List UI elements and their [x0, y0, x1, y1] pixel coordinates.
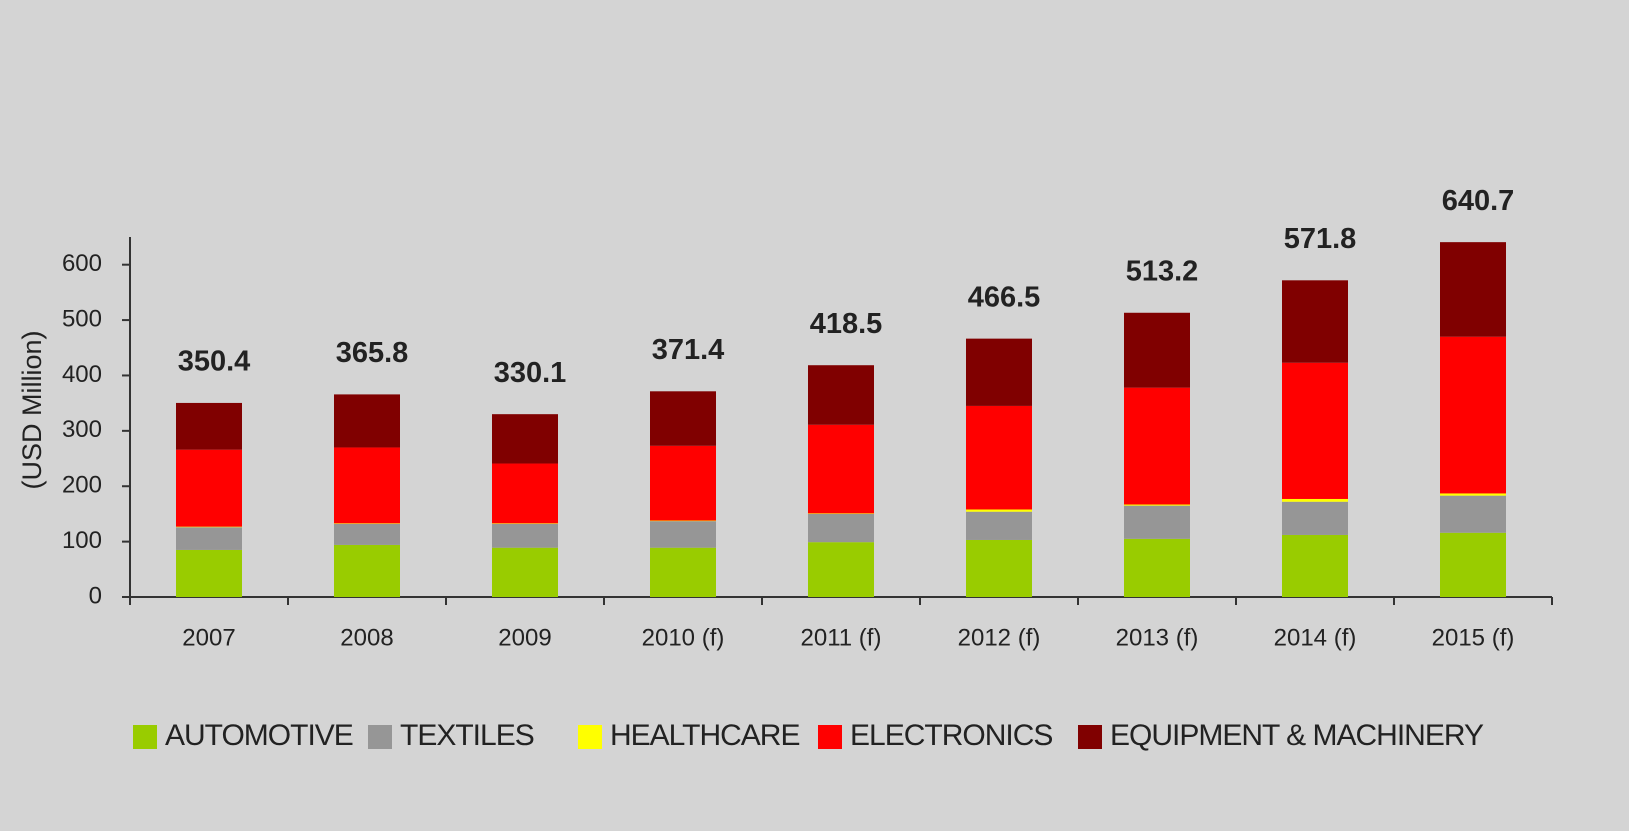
total-label: 466.5 — [968, 281, 1041, 313]
total-label: 418.5 — [810, 308, 883, 340]
bar-segment — [176, 449, 242, 527]
bar-segment — [492, 547, 558, 597]
bar-segment — [808, 513, 874, 543]
legend-swatch — [818, 725, 842, 749]
bar-segment — [1282, 534, 1348, 597]
x-tick-label: 2009 — [498, 624, 551, 651]
y-tick-label: 300 — [62, 416, 102, 443]
total-label: 350.4 — [178, 346, 251, 378]
legend-label: HEALTHCARE — [610, 719, 799, 752]
bar-segment — [334, 544, 400, 597]
x-tick-label: 2008 — [340, 624, 393, 651]
bar-segment — [966, 539, 1032, 597]
bar-segment — [650, 521, 716, 548]
bar-segment — [176, 527, 242, 550]
legend-swatch — [368, 725, 392, 749]
bar-segment — [334, 447, 400, 524]
total-label: 330.1 — [494, 357, 567, 389]
bar-segment — [966, 511, 1032, 540]
bar-segment — [650, 391, 716, 446]
bar-segment — [1282, 280, 1348, 363]
bar-segment — [1282, 362, 1348, 499]
bar-segment — [650, 520, 716, 522]
legend-swatch — [1078, 725, 1102, 749]
total-label: 365.8 — [336, 337, 409, 369]
bar-segment — [650, 547, 716, 597]
x-tick-label: 2010 (f) — [642, 624, 725, 651]
y-tick-label: 0 — [89, 582, 102, 609]
y-tick-label: 200 — [62, 472, 102, 499]
legend-label: AUTOMOTIVE — [165, 719, 353, 752]
bar-segment — [1440, 495, 1506, 533]
y-tick-label: 600 — [62, 250, 102, 277]
legend-swatch — [133, 725, 157, 749]
total-label: 371.4 — [652, 334, 725, 366]
total-label: 571.8 — [1284, 223, 1357, 255]
bar-segment — [176, 402, 242, 450]
bar-segment — [492, 414, 558, 464]
bar-segment — [966, 338, 1032, 406]
legend-label: ELECTRONICS — [850, 719, 1052, 752]
bar-segment — [1440, 532, 1506, 597]
bar-segment — [334, 394, 400, 448]
bar-segment — [808, 513, 874, 514]
x-tick-label: 2012 (f) — [958, 624, 1041, 651]
legend-label: TEXTILES — [400, 719, 534, 752]
x-tick-label: 2007 — [182, 624, 235, 651]
bar-segment — [808, 365, 874, 425]
bar-segment — [492, 463, 558, 524]
bar-segment — [1124, 504, 1190, 506]
bar-segment — [1282, 501, 1348, 535]
x-tick-label: 2015 (f) — [1432, 624, 1515, 651]
legend-swatch — [578, 725, 602, 749]
bar-segment — [1440, 493, 1506, 496]
x-tick-label: 2011 (f) — [801, 624, 882, 651]
bar-segment — [1124, 312, 1190, 388]
bar-segment — [1124, 538, 1190, 597]
y-tick-label: 400 — [62, 361, 102, 388]
total-label: 640.7 — [1442, 185, 1515, 217]
bar-segment — [492, 523, 558, 548]
bar-segment — [492, 523, 558, 524]
bar-segment — [808, 542, 874, 597]
bar-segment — [334, 523, 400, 545]
bar-segment — [1124, 387, 1190, 505]
y-tick-label: 100 — [62, 527, 102, 554]
x-tick-label: 2014 (f) — [1274, 624, 1357, 651]
bar-segment — [176, 526, 242, 528]
y-tick-label: 500 — [62, 305, 102, 332]
bar-segment — [176, 549, 242, 597]
bar-segment — [650, 445, 716, 521]
y-axis-label: (USD Million) — [17, 330, 47, 489]
legend-label: EQUIPMENT & MACHINERY — [1110, 719, 1484, 752]
bar-segment — [1282, 498, 1348, 502]
x-tick-label: 2013 (f) — [1116, 624, 1199, 651]
bar-segment — [966, 509, 1032, 512]
bar-segment — [1124, 505, 1190, 539]
bar-segment — [1440, 336, 1506, 494]
bar-segment — [1440, 242, 1506, 337]
bar-segment — [334, 523, 400, 524]
bar-segment — [966, 405, 1032, 510]
bar-segment — [808, 424, 874, 514]
total-label: 513.2 — [1126, 255, 1199, 287]
